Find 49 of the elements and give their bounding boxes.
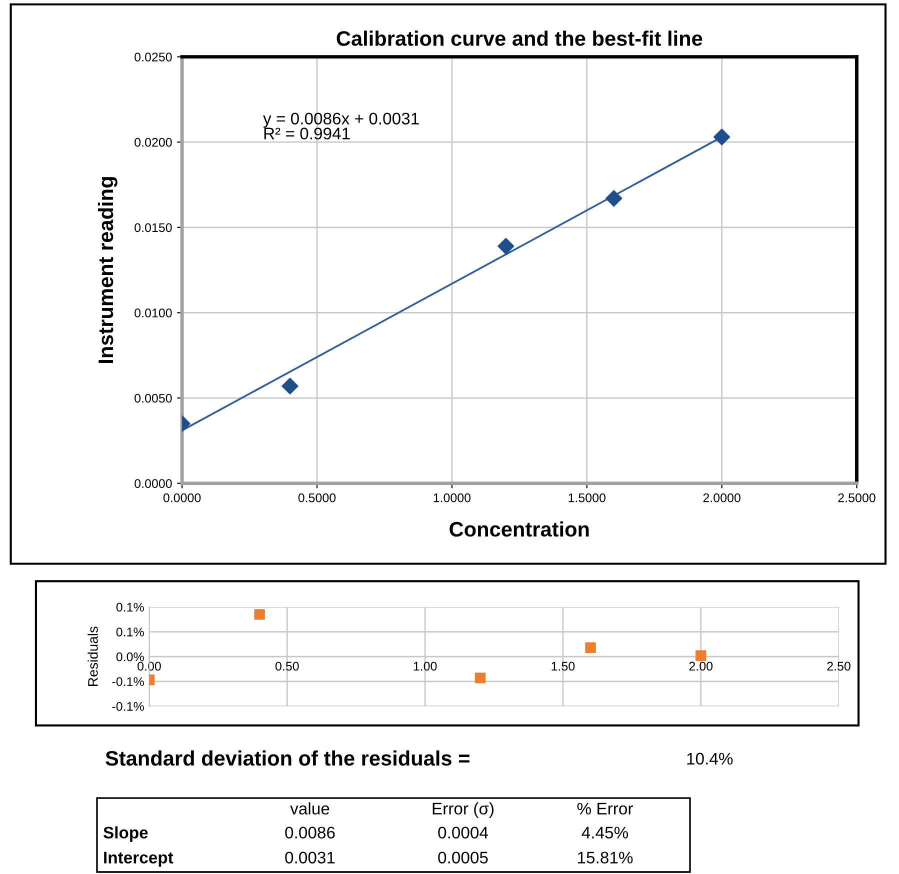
x-tick-label: 0.50 [275,662,299,671]
x-axis-title: Concentration [450,521,589,537]
y-tick-label: 0.0000 [134,479,172,488]
x-tick-label: 0.0000 [163,493,201,502]
text: 0.0004 [438,826,488,839]
x-tick-label: 0.5000 [298,493,336,502]
y-tick-label: -0.1% [112,702,144,711]
point [498,238,514,254]
x-tick-label: 1.0000 [434,493,471,502]
x-tick-label: 1.50 [552,662,575,671]
point [696,650,706,661]
text: 0.0031 [285,852,335,864]
annotation: y = 0.0086x + 0.0031 R² = 0.9941 [263,112,419,140]
y-tick-label: 0.0200 [134,138,172,147]
y-axis-title: Instrument reading [98,177,118,364]
text: % Error [577,802,633,815]
chart-title: Calibration curve and the best-fit line [336,30,702,46]
text: 0.0005 [438,852,488,864]
text: 0.0086 [285,826,335,839]
x-tick-label: 2.50 [827,662,850,671]
point [254,609,265,620]
y-tick-label: 0.0150 [134,223,172,232]
y-tick-label: 0.1% [116,628,144,636]
y-tick-label: 0.0250 [134,52,172,62]
text: 10.4% [687,752,733,765]
text: value [290,802,330,815]
text: Slope [103,826,148,842]
x-tick-label: 1.00 [414,662,437,671]
point [714,128,730,146]
text: 15.81% [578,852,633,864]
y-axis-title: Residuals [88,626,98,686]
y-tick-label: -0.1% [112,677,144,686]
y-tick-label: 0.0050 [134,394,172,403]
text: Error (σ) [432,802,494,818]
point [282,378,298,394]
text: 4.45% [582,826,628,839]
x-tick-label: 0.00 [138,662,161,671]
x-tick-label: 2.00 [689,662,713,671]
point [606,190,622,207]
text: Standard deviation of the residuals = [106,750,470,766]
y-tick-label: 0.0% [116,652,144,662]
text: Intercept [104,852,174,867]
x-tick-label: 2.0000 [703,493,740,502]
y-tick-label: 0.0100 [134,308,172,318]
x-tick-label: 2.5000 [838,493,876,502]
y-tick-label: 0.1% [116,602,144,612]
x-tick-label: 1.5000 [568,493,606,502]
point [474,672,486,684]
point [585,642,596,654]
